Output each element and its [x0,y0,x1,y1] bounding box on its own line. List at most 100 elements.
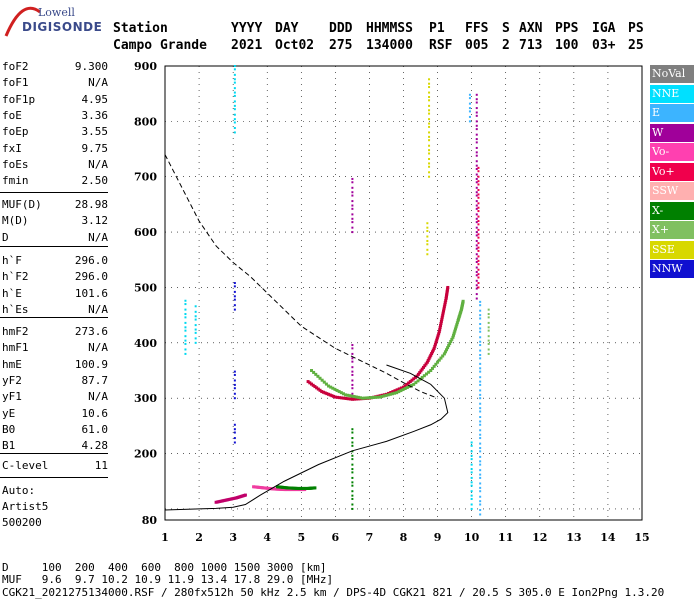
echo-point [475,186,478,189]
echo-point [479,354,482,357]
echo-point [351,344,354,347]
trace-point [313,486,317,490]
param-separator [0,453,108,454]
echo-point [479,437,482,440]
hdr-iga: 03+ [592,38,616,53]
param-separator [0,192,108,193]
param-value: N/A [88,157,108,171]
trace-point [436,334,440,338]
hdr-pps: 100 [555,38,579,53]
param-value: N/A [88,76,108,90]
echo-point [351,370,354,373]
x-tick-label: 5 [297,531,305,544]
echo-point [468,102,471,105]
trace-point [325,392,329,396]
x-tick-label: 15 [634,531,649,544]
echo-point [351,366,354,369]
param-key: h`E [2,286,22,300]
y-tick-label: 800 [134,115,157,128]
echo-point [194,341,197,344]
x-tick-label: 14 [600,531,616,544]
trace-point [313,385,317,389]
echo-point [477,202,480,205]
echo-point [479,482,482,485]
echo-point [428,165,431,168]
trace-point [327,384,331,388]
echo-point [477,206,480,209]
echo-point [468,93,471,96]
echo-point [233,295,236,298]
echo-point [475,239,478,242]
trace-point [335,395,339,399]
trace-point [402,385,405,389]
param-key: hmF1 [2,341,29,355]
trace-point [330,394,334,398]
echo-point [194,337,197,340]
param-key: h`F [2,254,22,267]
echo-point [475,160,478,163]
trace-point [448,342,452,346]
echo-point [351,490,354,493]
trace-point [358,396,362,400]
param-key: foEp [2,125,29,139]
x-tick-label: 1 [161,531,169,544]
trace-point [332,394,336,398]
param-key: B0 [2,422,16,436]
trace-point [323,391,327,395]
param-row-hme: hmE 100.9 [2,358,108,374]
trace-point [407,384,411,388]
hdr-ps: 25 [628,38,644,53]
echo-point [470,494,473,497]
echo-point [475,133,478,136]
echo-point [351,441,354,444]
trace-point [429,369,433,373]
autoscaling-line: Artist5 [2,500,49,513]
trace-point [450,337,454,341]
echo-point [475,128,478,131]
echo-point [479,450,482,453]
echo-point [470,458,473,461]
trace-point [454,325,458,329]
echo-point [233,121,236,124]
trace-point [397,387,401,391]
echo-point [428,149,431,152]
trace-point [342,396,346,400]
echo-point [470,476,473,479]
echo-point [184,339,187,342]
trace-point [433,342,437,346]
logo-lowell-text: Lowell [38,6,75,19]
echo-point [468,107,471,110]
echo-point [351,387,354,390]
echo-point [479,500,482,503]
x-tick-label: 12 [532,531,547,544]
echo-point [475,274,478,277]
trace-point [341,392,345,396]
echo-point [184,326,187,329]
trace-point [338,396,342,400]
echo-point [233,370,236,373]
echo-point [477,189,480,192]
trace-point [410,378,414,382]
echo-point [475,98,478,101]
echo-point [487,308,490,311]
trace-point [340,396,344,400]
echo-point [351,454,354,457]
trace-point [356,395,360,399]
trace-point [410,383,414,387]
echo-point [477,223,480,226]
echo-point [351,352,354,355]
trace-point [442,305,446,309]
echo-point [470,503,473,506]
x-tick-label: 2 [195,531,203,544]
echo-point [233,131,236,134]
param-row-fmin: fmin 2.50 [2,174,108,190]
trace-point [311,383,315,387]
echo-point [477,210,480,213]
echo-point [428,86,431,89]
echo-point [468,120,471,123]
echo-point [479,380,482,383]
param-key: M(D) [2,214,29,228]
echo-point [233,387,236,390]
echo-point [428,109,431,112]
echo-point [426,226,429,229]
